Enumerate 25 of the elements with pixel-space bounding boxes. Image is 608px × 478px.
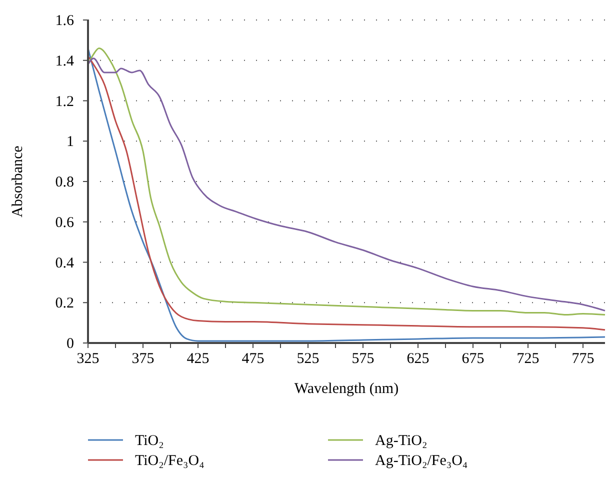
x-tick-label: 575 [352, 351, 374, 367]
y-tick-label: 1.4 [55, 53, 74, 70]
y-tick-label: 0.6 [55, 214, 74, 231]
y-tick-label: 1 [66, 134, 74, 150]
x-tick-label: 375 [132, 351, 154, 367]
y-tick-label: 0.2 [55, 296, 74, 312]
legend-label: TiO₂/Fe₃O₄ [135, 453, 204, 469]
x-tick-label: 625 [406, 351, 430, 367]
y-tick-label: 1.6 [55, 13, 74, 29]
x-tick-label: 425 [186, 351, 210, 367]
x-tick-label: 475 [242, 351, 264, 367]
legend-label: Ag-TiO₂ [375, 433, 428, 449]
legend-label: TiO₂ [135, 433, 164, 449]
x-tick-label: 525 [296, 351, 320, 367]
legend-label: Ag-TiO₂/Fe₃O₄ [375, 453, 468, 469]
x-axis-title: Wavelength (nm) [294, 381, 399, 397]
x-tick-label: 325 [76, 351, 100, 367]
x-tick-label: 675 [462, 351, 484, 367]
y-tick-label: 0.4 [55, 255, 74, 272]
y-axis-title: Absorbance [10, 145, 26, 218]
x-tick-label: 775 [572, 351, 594, 367]
y-tick-label: 0 [66, 336, 74, 352]
y-tick-label: 0.8 [55, 174, 74, 190]
x-tick-label: 725 [516, 351, 540, 367]
y-tick-label: 1.2 [55, 94, 74, 110]
